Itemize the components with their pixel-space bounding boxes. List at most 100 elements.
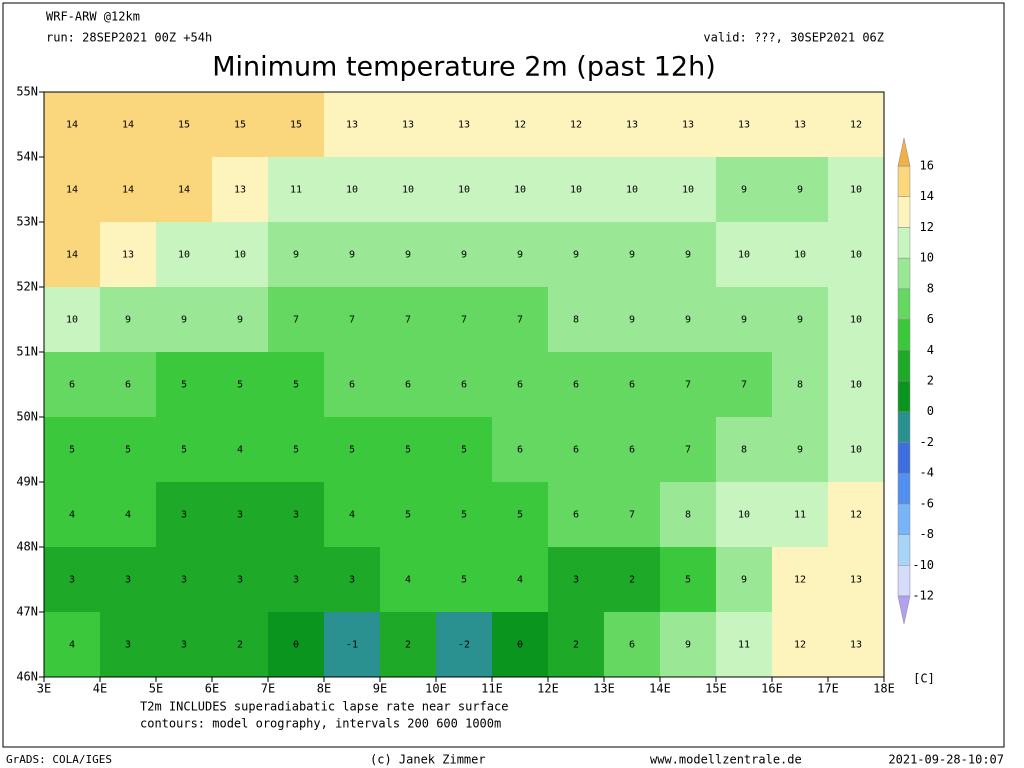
temperature-cell — [772, 92, 828, 157]
temperature-cell — [548, 287, 604, 352]
temperature-cell — [156, 547, 212, 612]
colorbar-label: -2 — [920, 435, 934, 449]
temperature-cell — [548, 157, 604, 222]
colorbar-label: -10 — [912, 558, 934, 572]
temperature-cell — [436, 612, 492, 677]
temperature-cell — [44, 222, 100, 287]
x-tick-label: 11E — [481, 682, 503, 696]
temperature-cell — [492, 92, 548, 157]
temperature-cell — [604, 352, 660, 417]
temperature-cell — [324, 547, 380, 612]
x-tick-label: 5E — [149, 682, 163, 696]
y-tick-label: 48N — [16, 540, 38, 554]
cell-value: 8 — [685, 510, 691, 521]
temperature-cell — [716, 482, 772, 547]
temperature-cell — [492, 482, 548, 547]
cell-value: 7 — [517, 315, 523, 326]
temperature-cell — [828, 482, 884, 547]
cell-value: 6 — [349, 380, 355, 391]
cell-value: -2 — [458, 640, 470, 651]
colorbar-segment — [897, 227, 911, 259]
cell-value: 10 — [850, 380, 862, 391]
cell-value: 7 — [629, 510, 635, 521]
colorbar-label: 0 — [927, 404, 934, 418]
x-tick-label: 9E — [373, 682, 387, 696]
cell-value: 7 — [349, 315, 355, 326]
temperature-cell — [436, 547, 492, 612]
cell-value: 0 — [517, 640, 523, 651]
colorbar-segment — [897, 442, 911, 474]
temperature-cell — [548, 222, 604, 287]
cell-value: 9 — [517, 250, 523, 261]
temperature-cell — [828, 157, 884, 222]
y-tick-label: 54N — [16, 150, 38, 164]
colorbar-label: 10 — [920, 251, 934, 265]
temperature-cell — [660, 417, 716, 482]
colorbar-segment — [897, 534, 911, 566]
cell-value: 5 — [461, 445, 467, 456]
y-tick-label: 46N — [16, 670, 38, 684]
cell-value: 12 — [794, 640, 806, 651]
cell-value: 10 — [682, 185, 694, 196]
temperature-cell — [492, 157, 548, 222]
temperature-cell — [604, 482, 660, 547]
temperature-cell — [492, 547, 548, 612]
cell-value: 9 — [293, 250, 299, 261]
colorbar-label: -8 — [920, 527, 934, 541]
footer-software: GrADS: COLA/IGES — [6, 753, 112, 766]
temperature-cell — [100, 482, 156, 547]
cell-value: 15 — [178, 120, 190, 131]
temperature-cell — [492, 417, 548, 482]
cell-value: 5 — [405, 510, 411, 521]
cell-value: 5 — [461, 575, 467, 586]
cell-value: 6 — [629, 380, 635, 391]
x-tick-label: 15E — [705, 682, 727, 696]
footer-author: (c) Janek Zimmer — [370, 753, 486, 767]
cell-value: 13 — [234, 185, 246, 196]
temperature-cell — [268, 92, 324, 157]
temperature-cell — [828, 92, 884, 157]
temperature-cell — [268, 547, 324, 612]
colorbar-arrow-bottom — [897, 595, 911, 625]
colorbar-segment — [897, 565, 911, 597]
cell-value: 3 — [181, 510, 187, 521]
cell-value: 9 — [685, 640, 691, 651]
cell-value: 6 — [125, 380, 131, 391]
cell-value: 3 — [349, 575, 355, 586]
cell-value: 10 — [66, 315, 78, 326]
x-tick-label: 8E — [317, 682, 331, 696]
colorbar-segment — [897, 196, 911, 228]
cell-value: 10 — [178, 250, 190, 261]
map-title: Minimum temperature 2m (past 12h) — [212, 52, 716, 83]
temperature-cell — [772, 352, 828, 417]
x-tick-label: 4E — [93, 682, 107, 696]
temperature-cell — [212, 157, 268, 222]
plot-border — [43, 91, 885, 678]
temperature-cell — [604, 547, 660, 612]
temperature-cell — [548, 482, 604, 547]
temperature-cell — [212, 417, 268, 482]
x-tick-label: 7E — [261, 682, 275, 696]
cell-value: 9 — [405, 250, 411, 261]
cell-value: 8 — [797, 380, 803, 391]
cell-value: 10 — [850, 250, 862, 261]
x-tick-label: 12E — [537, 682, 559, 696]
temperature-cell — [380, 547, 436, 612]
cell-value: 7 — [741, 380, 747, 391]
cell-value: 13 — [458, 120, 470, 131]
x-tick-label: 3E — [37, 682, 51, 696]
note: contours: model orography, intervals 200… — [140, 717, 501, 731]
colorbar-label: -4 — [920, 466, 934, 480]
cell-value: 6 — [629, 640, 635, 651]
temperature-cell — [828, 417, 884, 482]
x-tick-label: 6E — [205, 682, 219, 696]
cell-value: 10 — [626, 185, 638, 196]
cell-value: 4 — [349, 510, 355, 521]
temperature-cell — [268, 222, 324, 287]
cell-value: 3 — [237, 575, 243, 586]
cell-value: 6 — [573, 510, 579, 521]
temperature-cell — [44, 287, 100, 352]
cell-value: 10 — [346, 185, 358, 196]
temperature-cell — [212, 92, 268, 157]
run-label: run: 28SEP2021 00Z +54h — [46, 31, 212, 45]
